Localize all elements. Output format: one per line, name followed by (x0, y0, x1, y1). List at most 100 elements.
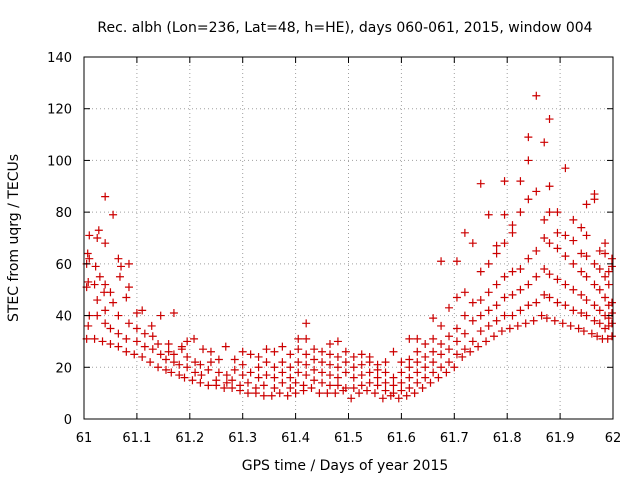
data-point (156, 311, 165, 320)
data-point (278, 342, 287, 351)
data-point (167, 368, 176, 377)
data-point (553, 208, 562, 217)
y-tick-label: 20 (55, 361, 72, 376)
data-point (148, 332, 157, 341)
data-point (484, 306, 493, 315)
x-tick-label: 61.4 (281, 431, 310, 446)
data-point (95, 272, 104, 281)
data-point (582, 296, 591, 305)
data-point (437, 257, 446, 266)
data-point (540, 290, 549, 299)
y-axis-tick-labels: 0 20 40 60 80 100 120 140 (47, 51, 72, 428)
data-point (405, 383, 414, 392)
data-point (405, 355, 414, 364)
data-point (191, 368, 200, 377)
data-point (545, 208, 554, 217)
x-tick-label: 61.8 (493, 431, 522, 446)
data-point (381, 358, 390, 367)
data-point (363, 386, 372, 395)
data-point (84, 321, 93, 330)
data-point (405, 373, 414, 382)
data-point (302, 350, 311, 359)
data-point (434, 373, 443, 382)
data-point (270, 383, 279, 392)
data-point (590, 259, 599, 268)
data-point (476, 267, 485, 276)
data-point (595, 319, 604, 328)
data-point (468, 298, 477, 307)
data-point (220, 383, 229, 392)
data-point (492, 301, 501, 310)
data-point (452, 293, 461, 302)
data-point (98, 337, 107, 346)
data-point (93, 234, 102, 242)
data-point (254, 352, 263, 361)
data-point (500, 210, 509, 219)
data-point (378, 394, 387, 403)
data-point (521, 319, 530, 328)
x-tick-label: 62 (605, 431, 622, 446)
data-point (513, 321, 522, 330)
data-point (93, 311, 102, 320)
data-point (154, 340, 163, 349)
data-point (577, 249, 586, 258)
data-point (532, 298, 541, 307)
data-point (283, 391, 292, 400)
data-point (115, 272, 124, 281)
data-point (122, 347, 131, 356)
data-point (450, 363, 459, 372)
data-point (566, 321, 575, 330)
data-point (474, 342, 483, 351)
data-point (177, 342, 186, 351)
data-point (466, 347, 475, 356)
data-point (429, 314, 438, 323)
data-point (540, 265, 549, 274)
data-point (445, 303, 454, 312)
data-point (331, 389, 340, 398)
data-point (532, 246, 541, 255)
y-tick-label: 120 (47, 103, 72, 118)
grid-lines (84, 57, 613, 419)
y-axis-title: STEC from uqrg / TECUs (6, 154, 22, 322)
x-axis-title: GPS time / Days of year 2015 (242, 458, 449, 474)
data-point (154, 363, 163, 372)
data-point (437, 321, 446, 330)
data-point (590, 280, 599, 289)
data-point (553, 275, 562, 284)
data-point (347, 394, 356, 403)
data-point (138, 352, 147, 361)
data-point (484, 259, 493, 268)
data-point (492, 241, 501, 250)
data-point (204, 365, 213, 374)
data-point (492, 280, 501, 289)
data-point (341, 358, 350, 367)
data-point (246, 350, 255, 359)
data-point (587, 329, 596, 338)
data-point (460, 311, 469, 320)
data-point (405, 334, 414, 343)
y-tick-label: 60 (55, 258, 72, 273)
data-point (426, 378, 435, 387)
data-point (183, 352, 192, 361)
data-point (333, 381, 342, 390)
data-point (140, 329, 149, 338)
data-point (508, 267, 517, 276)
data-point (357, 381, 366, 390)
data-point (175, 371, 184, 380)
data-point (590, 316, 599, 325)
data-point (259, 381, 268, 390)
data-point (579, 327, 588, 336)
data-point (122, 334, 131, 343)
data-point (497, 327, 506, 336)
data-point (508, 290, 517, 299)
data-point (204, 381, 213, 390)
data-point (333, 352, 342, 361)
data-point (389, 381, 398, 390)
data-point (349, 383, 358, 392)
data-point (365, 352, 374, 361)
data-point (561, 301, 570, 310)
data-point (286, 350, 295, 359)
data-point (294, 334, 303, 343)
data-point (101, 239, 110, 248)
data-point (607, 332, 616, 341)
